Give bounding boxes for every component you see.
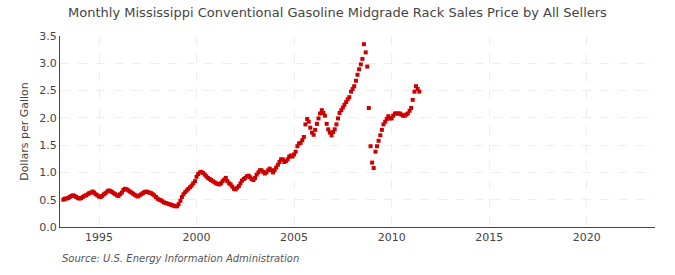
svg-text:1.5: 1.5: [39, 139, 57, 152]
svg-text:0.5: 0.5: [39, 194, 57, 207]
svg-text:Monthly Mississippi Convention: Monthly Mississippi Conventional Gasolin…: [68, 5, 607, 20]
svg-text:2000: 2000: [183, 231, 211, 244]
svg-text:Dollars per Gallon: Dollars per Gallon: [18, 82, 31, 181]
svg-text:2020: 2020: [573, 231, 601, 244]
svg-text:2.0: 2.0: [39, 112, 57, 125]
svg-text:Source: U.S. Energy Informatio: Source: U.S. Energy Information Administ…: [62, 253, 299, 264]
svg-text:3.0: 3.0: [39, 57, 57, 70]
svg-text:2010: 2010: [378, 231, 406, 244]
svg-text:3.5: 3.5: [39, 30, 57, 43]
svg-text:2.5: 2.5: [39, 84, 57, 97]
svg-text:1995: 1995: [85, 231, 113, 244]
svg-text:2015: 2015: [475, 231, 503, 244]
svg-text:2005: 2005: [280, 231, 308, 244]
svg-text:1.0: 1.0: [39, 166, 57, 179]
svg-text:0.0: 0.0: [39, 221, 57, 234]
